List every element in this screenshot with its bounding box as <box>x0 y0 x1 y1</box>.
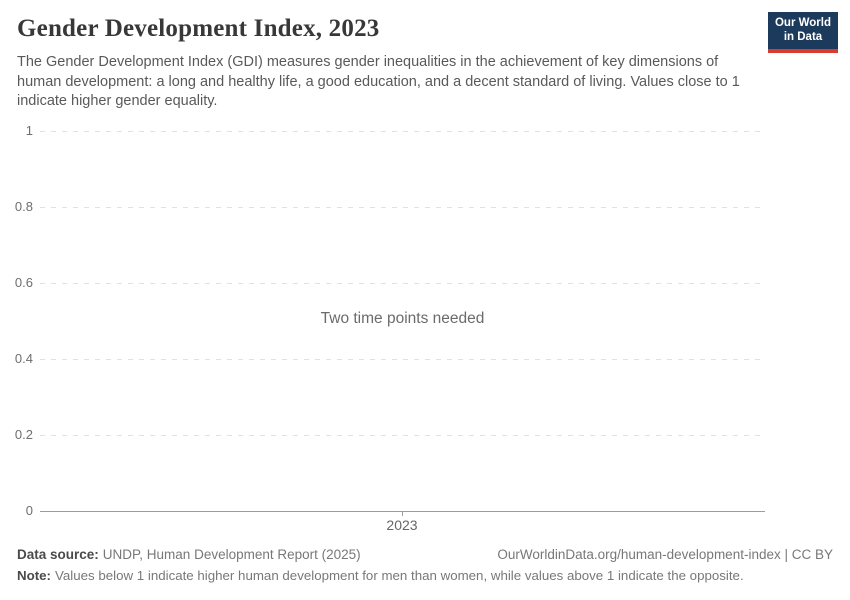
data-source-value: UNDP, Human Development Report (2025) <box>102 547 361 562</box>
gridline <box>40 435 765 436</box>
gridline <box>40 131 765 132</box>
chart-footer: Data source: UNDP, Human Development Repo… <box>17 547 833 562</box>
x-axis-tick-mark <box>402 511 403 516</box>
y-axis-tick-label: 1 <box>25 123 33 138</box>
owid-logo-line2: in Data <box>783 30 823 43</box>
owid-cc-by-link[interactable]: OurWorldinData.org/human-development-ind… <box>497 547 833 562</box>
y-axis-tick-label: 0.4 <box>14 351 33 366</box>
owid-logo-line1: Our World <box>774 17 831 29</box>
x-axis-tick-label: 2023 <box>386 517 418 533</box>
gridline <box>40 283 765 284</box>
note-label: Note: <box>17 568 51 583</box>
chart-note: Note: Values below 1 indicate higher huma… <box>17 568 833 583</box>
data-source-line: Data source: UNDP, Human Development Repo… <box>17 547 361 562</box>
y-axis-tick-label: 0.2 <box>14 427 33 442</box>
y-axis-tick-label: 0 <box>25 503 33 518</box>
gridline <box>40 359 765 360</box>
page-title: Gender Development Index, 2023 <box>17 15 380 42</box>
no-data-message: Two time points needed <box>320 310 485 327</box>
chart-subtitle: The Gender Development Index (GDI) measu… <box>17 54 740 109</box>
owid-logo[interactable]: Our World in Data <box>768 12 838 53</box>
data-source-label: Data source: <box>17 547 99 562</box>
y-axis-tick-label: 0.8 <box>14 199 33 214</box>
gridline <box>40 207 765 208</box>
y-axis-tick-label: 0.6 <box>14 275 33 290</box>
note-value: Values below 1 indicate higher human dev… <box>54 568 744 583</box>
